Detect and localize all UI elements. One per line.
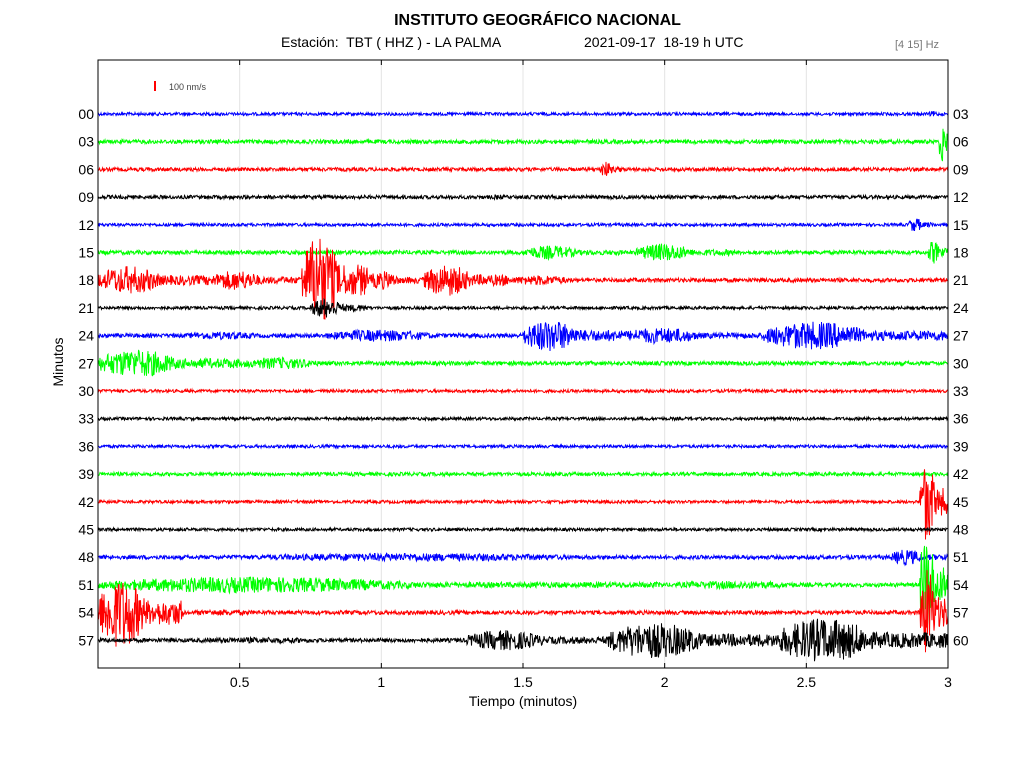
trace-03: [97, 128, 949, 162]
trace-33: [97, 415, 949, 423]
left-minute-label: 09: [78, 189, 94, 205]
right-minute-label: 21: [953, 272, 969, 288]
trace-48: [97, 549, 949, 567]
right-minute-label: 57: [953, 605, 969, 621]
left-minute-label: 24: [78, 328, 94, 344]
traces: [97, 110, 949, 662]
trace-12: [97, 218, 949, 232]
left-minute-label: 00: [78, 106, 94, 122]
left-minute-label: 12: [78, 217, 94, 233]
right-minute-label: 15: [953, 217, 969, 233]
right-minute-label: 36: [953, 411, 969, 427]
trace-42: [97, 469, 949, 540]
right-minute-label: 27: [953, 328, 969, 344]
station-label: Estación: TBT ( HHZ ) - LA PALMA: [281, 34, 502, 50]
x-tick-label: 3: [944, 674, 952, 690]
left-minute-label: 33: [78, 411, 94, 427]
right-minute-label: 03: [953, 106, 969, 122]
left-minute-label: 45: [78, 522, 94, 538]
right-minute-label: 09: [953, 161, 969, 177]
right-minute-labels: 03 06 09 12 15 18 21 24 27 30 33 36 39 42 45 48 51 54 57 60: [953, 106, 969, 648]
left-minute-label: 30: [78, 383, 94, 399]
trace-54: [97, 570, 949, 653]
trace-45: [97, 526, 949, 533]
x-tick-label: 2.5: [797, 674, 817, 690]
x-axis-ticks: 0.5 1 1.5 2 2.5 3: [230, 60, 952, 690]
trace-09: [97, 193, 949, 201]
right-minute-label: 30: [953, 355, 969, 371]
right-minute-label: 24: [953, 300, 969, 316]
right-minute-label: 42: [953, 466, 969, 482]
x-axis-label: Tiempo (minutos): [468, 693, 578, 709]
right-minute-label: 18: [953, 245, 969, 261]
trace-36: [97, 443, 949, 450]
right-minute-label: 06: [953, 134, 969, 150]
x-tick-label: 0.5: [230, 674, 250, 690]
left-minute-label: 57: [78, 632, 94, 648]
right-minute-label: 45: [953, 494, 969, 510]
right-minute-label: 33: [953, 383, 969, 399]
left-minute-label: 21: [78, 300, 94, 316]
trace-00: [97, 110, 949, 118]
left-minute-label: 36: [78, 438, 94, 454]
right-minute-label: 39: [953, 438, 969, 454]
x-tick-label: 2: [661, 674, 669, 690]
trace-24: [97, 321, 949, 352]
left-minute-label: 48: [78, 549, 94, 565]
date-time-label: 2021-09-17 18-19 h UTC: [584, 34, 744, 50]
trace-57: [97, 618, 949, 662]
scale-label: 100 nm/s: [169, 82, 207, 92]
x-tick-label: 1: [377, 674, 385, 690]
x-tick-label: 1.5: [513, 674, 533, 690]
trace-18: [97, 238, 949, 320]
left-minute-label: 06: [78, 161, 94, 177]
left-minute-label: 03: [78, 134, 94, 150]
right-minute-label: 60: [953, 632, 969, 648]
left-minute-labels: 00 03 06 09 12 15 18 21 24 27 30 33 36 39 42 45 48 51 54 57: [78, 106, 94, 648]
trace-06: [98, 161, 949, 176]
trace-21: [97, 297, 949, 318]
trace-15: [97, 242, 949, 264]
right-minute-label: 54: [953, 577, 969, 593]
left-minute-label: 18: [78, 272, 94, 288]
amplitude-scale: 100 nm/s: [154, 81, 207, 92]
page-title: INSTITUTO GEOGRÁFICO NACIONAL: [394, 12, 681, 29]
left-minute-label: 54: [78, 605, 94, 621]
left-minute-label: 51: [78, 577, 94, 593]
right-minute-label: 51: [953, 549, 969, 565]
trace-39: [97, 470, 949, 478]
trace-27: [97, 349, 949, 377]
frequency-band-label: [4 15] Hz: [895, 39, 940, 51]
left-minute-label: 15: [78, 245, 94, 261]
left-minute-label: 27: [78, 355, 94, 371]
trace-30: [97, 387, 949, 395]
left-minute-label: 39: [78, 466, 94, 482]
right-minute-label: 12: [953, 189, 969, 205]
trace-51: [97, 545, 949, 629]
right-minute-label: 48: [953, 522, 969, 538]
left-minute-label: 42: [78, 494, 94, 510]
